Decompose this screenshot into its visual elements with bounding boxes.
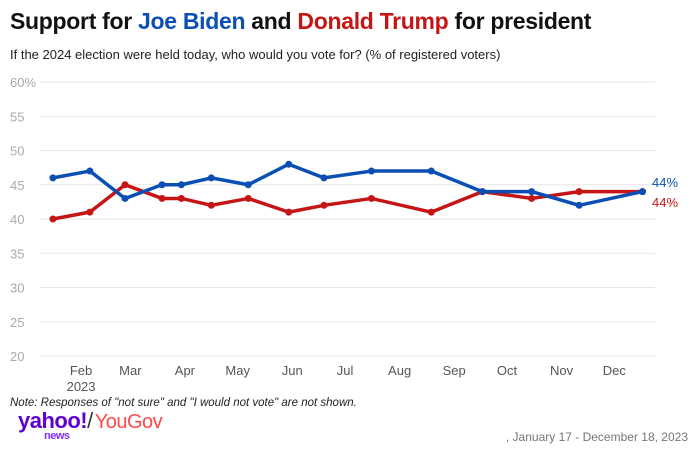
data-point [367, 194, 375, 202]
data-point [207, 174, 215, 182]
data-point [285, 208, 293, 216]
source-dates: , January 17 - December 18, 2023 [505, 430, 688, 444]
y-tick-label: 55 [10, 109, 24, 124]
data-point [177, 181, 185, 189]
data-point [49, 215, 57, 223]
y-tick-label: 35 [10, 246, 24, 261]
y-tick-label: 40 [10, 212, 24, 227]
x-tick-label: Feb [70, 363, 92, 378]
x-tick-label: May [225, 363, 250, 378]
x-tick-label: Oct [497, 363, 518, 378]
x-tick-label: Dec [603, 363, 627, 378]
data-point [207, 201, 215, 209]
end-label: 44% [652, 195, 678, 210]
data-point [575, 201, 583, 209]
x-tick-label: Sep [443, 363, 466, 378]
data-point [427, 208, 435, 216]
y-tick-label: 30 [10, 281, 24, 296]
yahoo-yougov-logo: yahoo!/YouGov news [18, 408, 163, 442]
data-point [575, 188, 583, 196]
chart-note: Note: Responses of "not sure" and "I wou… [10, 397, 357, 409]
data-point [121, 181, 129, 189]
x-tick-label: Aug [388, 363, 411, 378]
end-label: 44% [652, 175, 678, 190]
data-point [320, 174, 328, 182]
x-tick-label: Mar [119, 363, 142, 378]
y-tick-label: 25 [10, 315, 24, 330]
data-point [49, 174, 57, 182]
data-point [367, 167, 375, 175]
data-point [244, 181, 252, 189]
y-tick-label: 20 [10, 349, 24, 364]
data-point [528, 188, 536, 196]
data-point [639, 188, 646, 196]
data-point [158, 194, 166, 202]
data-point [427, 167, 435, 175]
x-tick-label: Nov [550, 363, 574, 378]
x-tick-label: Jul [337, 363, 354, 378]
data-point [285, 160, 293, 168]
data-point [177, 194, 185, 202]
x-tick-year: 2023 [67, 379, 96, 394]
series-line-trump [52, 183, 643, 221]
y-tick-label: 60% [10, 75, 36, 90]
data-point [320, 201, 328, 209]
x-tick-label: Jun [282, 363, 303, 378]
y-tick-label: 45 [10, 178, 24, 193]
data-point [478, 188, 486, 196]
y-tick-label: 50 [10, 144, 24, 159]
data-point [244, 194, 252, 202]
data-point [158, 181, 166, 189]
data-point [528, 194, 536, 202]
data-point [86, 208, 94, 216]
data-point [121, 194, 129, 202]
chart-subtitle: If the 2024 election were held today, wh… [10, 47, 501, 62]
data-point [86, 167, 94, 175]
chart-title: Support for Joe Biden and Donald Trump f… [10, 8, 592, 34]
x-tick-label: Apr [175, 363, 196, 378]
